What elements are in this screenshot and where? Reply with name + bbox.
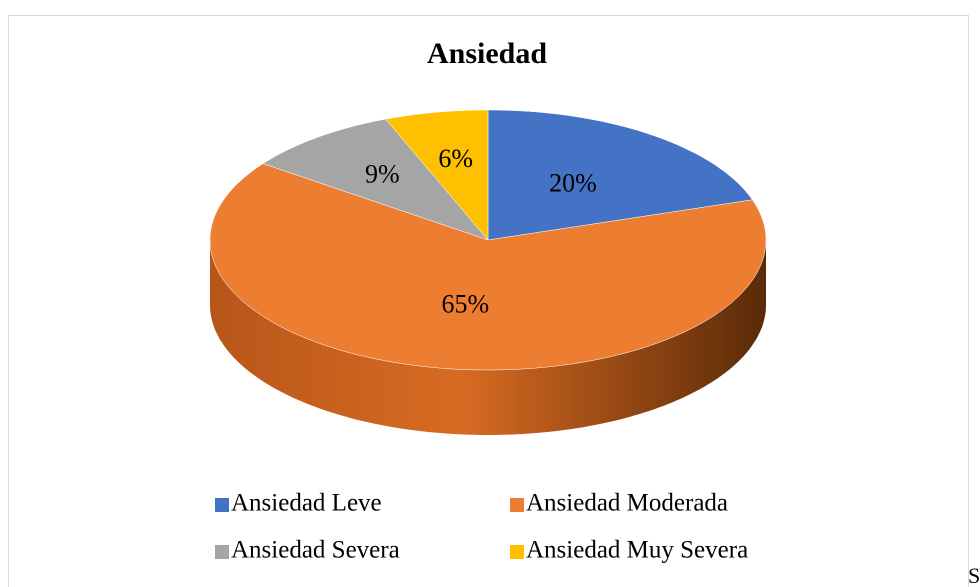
legend-label: Ansiedad Moderada	[526, 490, 728, 517]
legend-swatch	[215, 545, 229, 559]
slice-side	[210, 240, 766, 435]
slice	[487, 109, 753, 241]
slice	[385, 109, 489, 241]
footer-text: S	[968, 563, 980, 587]
legend-swatch	[510, 545, 524, 559]
legend-label: Ansiedad Severa	[231, 537, 400, 564]
slice	[262, 118, 489, 241]
data-label: 65%	[442, 290, 490, 319]
legend-swatch	[510, 498, 524, 512]
chart-title: Ansiedad	[427, 37, 547, 70]
slice	[209, 163, 767, 371]
data-label: 6%	[438, 144, 473, 173]
data-label: 9%	[365, 159, 400, 188]
legend-label: Ansiedad Muy Severa	[526, 537, 748, 564]
legend-label: Ansiedad Leve	[231, 490, 382, 517]
data-label: 20%	[549, 168, 597, 197]
legend-swatch	[215, 498, 229, 512]
